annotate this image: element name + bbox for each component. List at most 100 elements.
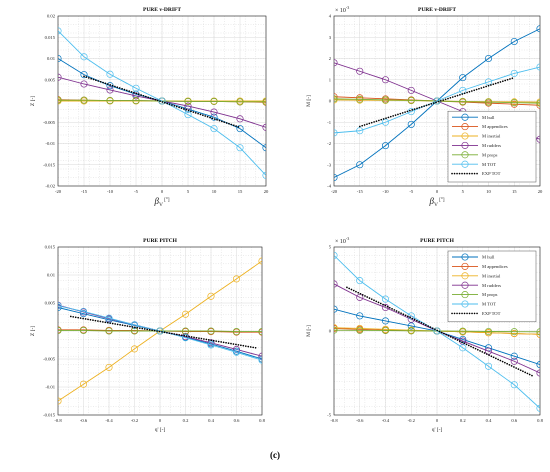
series-marker-4: [484, 347, 493, 355]
series-marker-5: [510, 328, 518, 336]
x-tick-label: -5: [134, 189, 139, 194]
chart-title: PURE v-DRIFT: [143, 7, 181, 13]
y-tick-label: 5: [329, 245, 332, 250]
x-tick-label: 0.2: [183, 418, 189, 423]
y-tick-label: -0.01: [45, 385, 55, 390]
legend-item: EXP TOT: [451, 311, 501, 316]
x-tick-label: 15: [238, 189, 243, 194]
x-tick-label: -10: [107, 189, 114, 194]
y-tick-label: -5: [327, 413, 332, 418]
series-marker-6: [236, 144, 244, 152]
series-marker-5: [459, 98, 467, 106]
legend-item: M rudders: [452, 281, 501, 289]
x-tick-label: -0.4: [105, 418, 113, 423]
series-marker-5: [210, 97, 218, 105]
series-marker-4: [381, 303, 390, 312]
x-tick-label: -15: [81, 189, 88, 194]
series-marker-5: [80, 96, 88, 104]
legend-marker: [461, 113, 469, 121]
series-marker-6: [58, 27, 62, 35]
legend-item: M props: [452, 291, 498, 299]
y-axis-label: M [-]: [306, 325, 312, 337]
figure-caption: (c): [270, 450, 280, 460]
x-tick-label: -0.4: [382, 418, 390, 423]
x-axis-label: βV [°]: [428, 196, 444, 208]
series-marker-5: [407, 327, 415, 335]
series-marker-6: [356, 127, 364, 135]
series-marker-1: [381, 142, 390, 150]
x-tick-label: 0.6: [234, 418, 240, 423]
series-marker-1: [510, 37, 518, 46]
legend: M hull M appendices M inertial M rudders M p…: [447, 110, 537, 183]
series-marker-6: [79, 307, 88, 315]
series-marker-1: [356, 161, 364, 169]
y-tick-label: 2: [329, 56, 332, 61]
series-group: [58, 27, 266, 179]
legend-item: M inertial: [452, 272, 501, 280]
chart-panel-4: -0.8 -0.6 -0.4 -0.2 0 0.2 0.4 0.6 0.8 -5 0 5 PURE PI…: [306, 236, 544, 433]
y-tick-label: 0.01: [47, 273, 56, 278]
x-tick-label: 0: [436, 418, 439, 423]
series-marker-6: [232, 348, 241, 356]
x-tick-label: -0.8: [54, 418, 62, 423]
series-marker-5: [184, 97, 192, 105]
y-exponent-label: × 10-3: [335, 236, 349, 245]
series-marker-6: [510, 69, 518, 77]
y-tick-label: 0: [329, 329, 332, 334]
series-marker-6: [356, 277, 364, 285]
y-tick-label: 0.005: [45, 301, 56, 306]
x-tick-label: 5: [462, 189, 465, 194]
series-marker-5: [58, 326, 62, 334]
series-marker-6: [536, 63, 540, 71]
y-tick-label: 3: [329, 35, 332, 40]
series-marker-5: [334, 326, 338, 334]
y-tick-label: -0.005: [43, 357, 56, 362]
x-tick-label: 0.4: [208, 418, 214, 423]
series-marker-1: [381, 317, 390, 325]
series-marker-6: [381, 295, 390, 303]
series-marker-3: [536, 330, 540, 338]
series-marker-5: [79, 326, 88, 334]
legend-box: [447, 110, 537, 183]
series-marker-1: [334, 305, 338, 313]
series-marker-3: [58, 397, 62, 405]
y-tick-label: 0.02: [47, 14, 56, 19]
legend-marker: [461, 253, 469, 261]
legend-label: M hull: [482, 115, 495, 120]
legend-marker: [461, 281, 469, 289]
series-marker-1: [536, 361, 540, 369]
series-marker-5: [407, 96, 415, 104]
legend-label: M rudders: [482, 143, 501, 148]
series-marker-4: [356, 67, 364, 75]
series-marker-4: [381, 76, 390, 84]
series-marker-5: [484, 327, 493, 336]
series-marker-6: [105, 314, 113, 322]
series-marker-6: [184, 111, 192, 119]
series-marker-4: [536, 369, 540, 377]
series-marker-2: [334, 93, 338, 101]
series-marker-6: [459, 344, 467, 352]
x-axis-label: q' [-]: [155, 427, 166, 433]
chart-title: PURE v-DRIFT: [418, 7, 456, 13]
x-tick-label: 0.8: [537, 418, 543, 423]
series-marker-6: [258, 356, 262, 364]
x-tick-label: 5: [187, 189, 190, 194]
series-marker-3: [258, 257, 262, 265]
legend-marker: [461, 291, 469, 299]
y-tick-label: 0.01: [47, 56, 56, 61]
x-tick-label: -10: [382, 189, 389, 194]
series-line-6: [58, 30, 266, 176]
series-marker-3: [79, 380, 88, 388]
y-tick-label: -0.015: [43, 413, 56, 418]
series-marker-5: [459, 327, 467, 335]
x-tick-label: -0.2: [131, 418, 139, 423]
chart-panel-1: -20 -15 -10 -5 0 5 10 15 20 -0.02 -0.015 -0.01 -0.00…: [30, 7, 269, 208]
y-axis-label: Z [-]: [30, 96, 36, 106]
series-marker-5: [236, 98, 244, 106]
legend-marker: [461, 160, 469, 168]
series-marker-6: [80, 53, 88, 61]
series-marker-5: [381, 326, 390, 335]
series-marker-1: [407, 120, 415, 128]
series-marker-6: [207, 341, 215, 349]
